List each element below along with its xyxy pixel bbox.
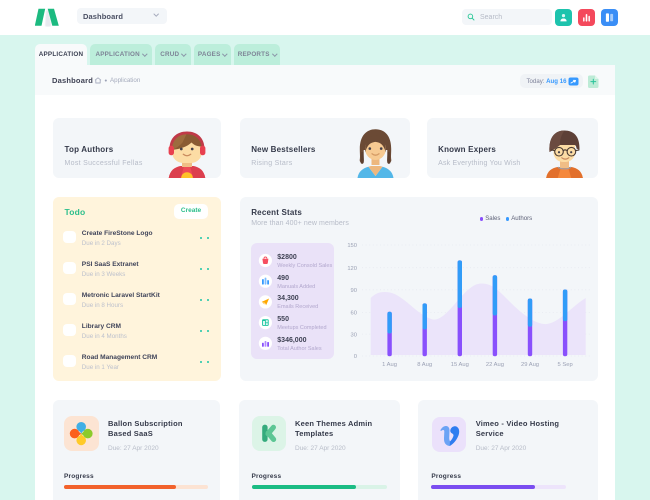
svg-text:29 Aug: 29 Aug	[521, 362, 539, 368]
svg-text:0: 0	[354, 354, 357, 360]
svg-text:15 Aug: 15 Aug	[451, 362, 469, 368]
svg-text:60: 60	[351, 311, 357, 317]
svg-text:5 Sep: 5 Sep	[558, 362, 573, 368]
svg-text:8 Aug: 8 Aug	[417, 362, 432, 368]
svg-text:30: 30	[351, 332, 357, 338]
svg-text:120: 120	[347, 266, 357, 272]
svg-text:90: 90	[351, 288, 357, 294]
svg-text:1 Aug: 1 Aug	[382, 362, 397, 368]
svg-text:22 Aug: 22 Aug	[486, 362, 504, 368]
svg-text:150: 150	[347, 243, 357, 249]
